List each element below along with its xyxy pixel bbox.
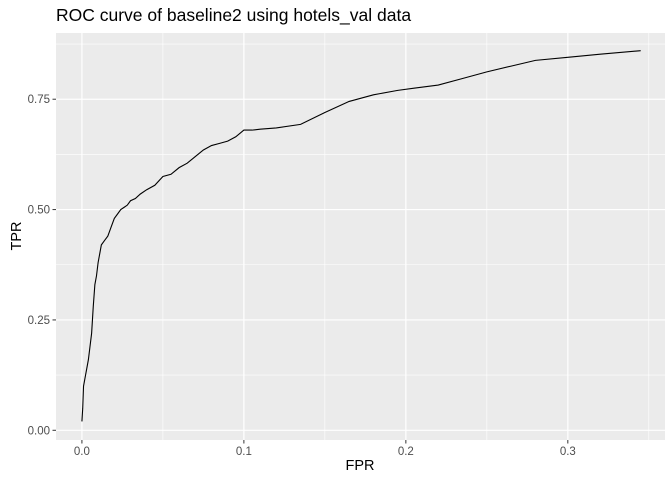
x-axis-ticks: 0.0 0.1 0.2 0.3 [74, 440, 576, 458]
x-tick-label: 0.0 [74, 446, 90, 458]
y-tick-label: 0.50 [28, 205, 50, 217]
x-axis-title: FPR [346, 458, 375, 474]
major-gridlines [56, 33, 665, 440]
x-tick-label: 0.1 [236, 446, 252, 458]
y-tick-label: 0.75 [28, 94, 50, 106]
chart-title: ROC curve of baseline2 using hotels_val … [56, 5, 412, 25]
minor-gridlines [56, 33, 665, 440]
y-tick-label: 0.00 [28, 425, 50, 437]
roc-curve-line [81, 50, 641, 422]
plot-panel [56, 33, 665, 440]
y-axis-ticks: 0.00 0.25 0.50 0.75 [28, 94, 56, 437]
y-tick-label: 0.25 [28, 315, 50, 327]
x-tick-label: 0.2 [398, 446, 414, 458]
x-tick-label: 0.3 [560, 446, 576, 458]
y-axis-title: TPR [9, 222, 25, 251]
